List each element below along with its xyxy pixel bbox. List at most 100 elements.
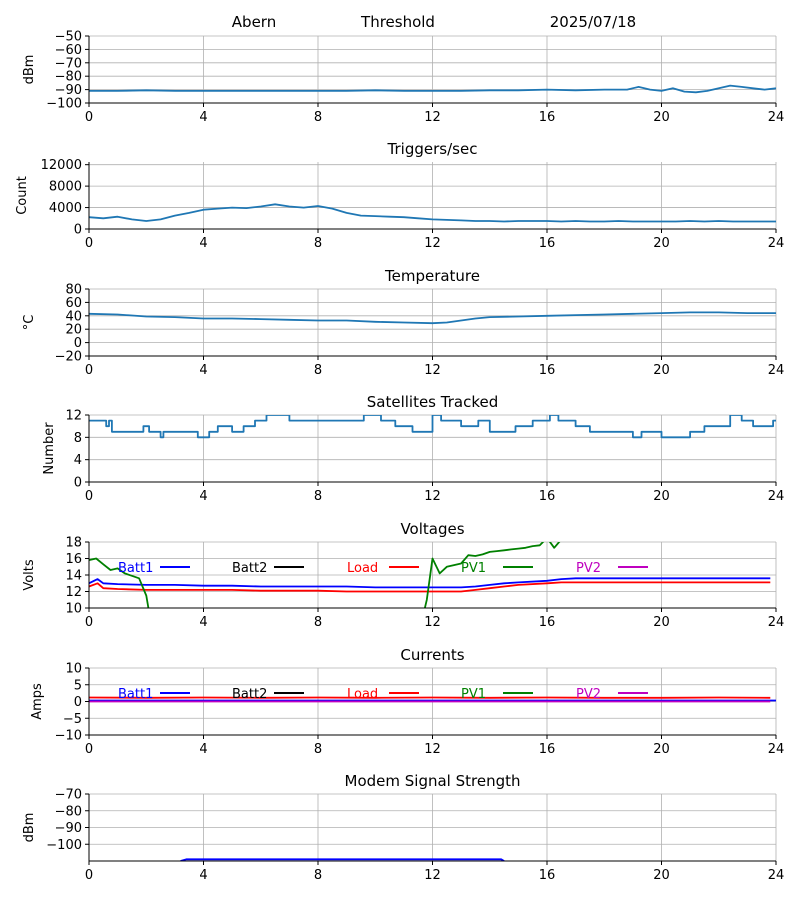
x-tick-label: 0 [85, 615, 93, 630]
x-tick-label: 12 [424, 489, 441, 504]
y-tick-label: 4000 [49, 201, 82, 216]
legend: Batt1 Batt2 Load PV1 PV2 [118, 561, 648, 576]
x-tick-label: 0 [85, 110, 93, 125]
y-tick-label: −70 [55, 56, 82, 71]
x-tick-label: 16 [539, 868, 556, 883]
y-tick-label: −100 [46, 97, 82, 112]
x-tick-label: 16 [539, 615, 556, 630]
x-tick-label: 20 [653, 363, 670, 378]
y-tick-label: −100 [46, 838, 82, 853]
plot-area [89, 696, 776, 703]
legend-label: PV1 [461, 687, 486, 702]
series-line-1 [89, 415, 776, 439]
x-tick-label: 20 [653, 742, 670, 757]
plot-area [180, 858, 505, 861]
x-tick-label: 24 [768, 236, 785, 251]
x-tick-label: 8 [314, 742, 322, 757]
series-line-1 [89, 84, 776, 94]
series-line-1 [89, 311, 776, 325]
y-tick-label: 4 [74, 453, 82, 468]
x-tick-label: 4 [199, 363, 207, 378]
x-tick-label: 16 [539, 742, 556, 757]
legend-label: PV1 [461, 561, 486, 576]
legend: Batt1 Batt2 Load PV1 PV2 [118, 687, 648, 702]
y-tick-label: 0 [74, 336, 82, 351]
x-tick-label: 24 [768, 868, 785, 883]
legend-label: Batt2 [232, 561, 267, 576]
x-tick-label: 0 [85, 363, 93, 378]
y-tick-label: 12 [65, 409, 82, 424]
x-tick-label: 24 [768, 742, 785, 757]
series-line-1 [89, 203, 776, 223]
y-tick-label: 12 [65, 585, 82, 600]
x-tick-label: 24 [768, 110, 785, 125]
chart-modem: 0 4 8 12 16 20 24 −100 −90 −80−70 dBm Modem Signal … [22, 772, 784, 883]
plot-area [89, 542, 771, 608]
y-tick-label: −80 [55, 70, 82, 85]
chart-triggers: 0 4 8 12 16 20 24 0 4000 8000 12000 Count Triggers/s… [15, 140, 784, 251]
legend-label: Batt1 [118, 561, 153, 576]
y-axis-label: Count [15, 176, 30, 215]
y-tick-label: −60 [55, 43, 82, 58]
y-tick-label: 80 [65, 283, 82, 298]
x-tick-label: 12 [424, 110, 441, 125]
series-line-batt1 [89, 577, 771, 589]
x-tick-label: 8 [314, 110, 322, 125]
x-tick-label: 16 [539, 489, 556, 504]
x-tick-label: 8 [314, 236, 322, 251]
y-tick-label: −50 [55, 30, 82, 45]
y-tick-label: −80 [55, 804, 82, 819]
chart-title: Voltages [400, 520, 464, 538]
x-tick-label: 16 [539, 236, 556, 251]
y-tick-label: −10 [55, 729, 82, 744]
x-tick-label: 20 [653, 110, 670, 125]
x-tick-label: 12 [424, 363, 441, 378]
chart-title: Triggers/sec [387, 140, 478, 158]
y-axis-label: °C [22, 315, 37, 331]
y-axis-label: Amps [30, 683, 45, 720]
x-tick-label: 0 [85, 868, 93, 883]
y-tick-label: 8000 [49, 180, 82, 195]
x-tick-label: 4 [199, 110, 207, 125]
x-tick-label: 24 [768, 615, 785, 630]
x-tick-label: 8 [314, 489, 322, 504]
x-tick-label: 16 [539, 363, 556, 378]
y-tick-label: 14 [65, 569, 82, 584]
y-tick-label: 16 [65, 552, 82, 567]
x-tick-label: 4 [199, 742, 207, 757]
chart-title: Currents [400, 646, 464, 664]
y-tick-label: 20 [65, 323, 82, 338]
y-tick-label: 12000 [41, 158, 82, 173]
y-axis-label: dBm [22, 55, 37, 85]
y-tick-label: −5 [63, 712, 82, 727]
x-tick-label: 24 [768, 363, 785, 378]
y-tick-label: −20 [55, 350, 82, 365]
legend-label: Load [347, 561, 378, 576]
y-tick-label: 10 [65, 602, 82, 617]
y-tick-label: 0 [74, 476, 82, 491]
y-axis-label: Volts [22, 559, 37, 591]
x-tick-label: 20 [653, 489, 670, 504]
chart-title: Temperature [384, 267, 480, 285]
x-tick-label: 4 [199, 236, 207, 251]
x-tick-label: 8 [314, 868, 322, 883]
y-tick-label: 0 [74, 223, 82, 238]
y-tick-label: 18 [65, 536, 82, 551]
x-tick-label: 0 [85, 236, 93, 251]
header-date: 2025/07/18 [550, 13, 636, 31]
legend-label: Batt1 [118, 687, 153, 702]
figure-header: Abern Threshold 2025/07/18 [232, 13, 636, 31]
y-tick-label: 0 [74, 695, 82, 710]
chart-satellites: 0 4 8 12 16 20 24 0 4 8 12 Number Satellites Tracked [42, 393, 784, 504]
series-line-load [89, 581, 771, 593]
series-line-pv1 [89, 542, 561, 608]
x-tick-label: 16 [539, 110, 556, 125]
x-tick-label: 12 [424, 742, 441, 757]
chart-threshold: 0 4 8 12 16 20 24 −100−90−80−70−60−50 dBm [22, 30, 784, 126]
x-tick-label: 12 [424, 236, 441, 251]
x-tick-label: 0 [85, 489, 93, 504]
